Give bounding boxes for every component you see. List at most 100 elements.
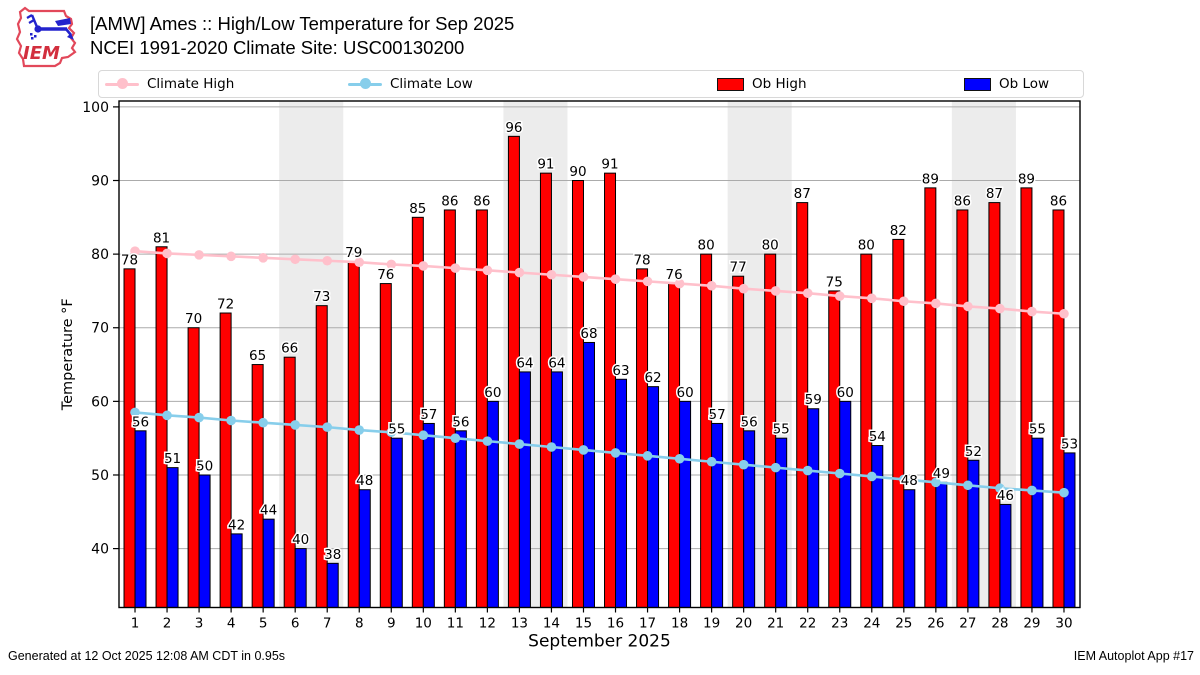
plot-frame [118,100,1081,609]
legend-item-climate-low: Climate Low [348,71,473,97]
weather-vane-icon [26,14,74,40]
ob-high-value-label: 82 [890,223,907,239]
x-tick-label: 10 [415,616,432,632]
climate-low-marker [866,471,877,482]
ob-low-value-label: 55 [773,422,790,438]
climate-high-marker [674,278,685,289]
climate-high-marker [834,291,845,301]
ob-low-bar [550,371,563,608]
ob-high-bar [1020,187,1033,608]
ob-low-value-label: 64 [548,355,565,371]
climate-high-marker [290,254,300,265]
ob-low-value-label: 40 [292,532,309,548]
climate-low-marker [963,480,973,491]
ob-high-value-label: 87 [794,186,811,202]
x-tick-label: 23 [831,616,848,632]
ob-high-bar [219,312,232,608]
ob-low-bar [582,341,595,608]
ob-low-bar [294,548,307,609]
x-tick-label: 15 [575,616,592,632]
ob-high-swatch-icon [717,77,744,91]
ob-low-value-label: 55 [388,422,405,438]
ob-high-value-label: 86 [441,193,458,209]
climate-high-marker [963,301,973,312]
ob-high-bar [924,187,937,608]
climate-high-swatch-icon [105,71,139,97]
ob-high-value-label: 91 [537,157,554,173]
ob-high-value-label: 96 [505,120,522,136]
y-tick-label: 70 [91,321,109,337]
legend-item-ob-high: Ob High [717,71,807,97]
ob-low-value-label: 51 [164,451,181,467]
ob-low-value-label: 42 [228,517,245,533]
climate-low-marker [546,442,557,452]
ob-high-value-label: 85 [409,201,426,217]
ob-high-value-label: 86 [954,193,971,209]
ob-high-bar [1052,209,1065,608]
ob-high-bar [700,253,713,609]
climate-low-marker [130,407,140,418]
ob-low-bar [999,503,1012,608]
climate-high-marker [546,269,557,280]
ob-low-value-label: 68 [580,326,597,342]
climate-high-marker [130,246,140,256]
ob-high-value-label: 78 [633,252,650,268]
ob-low-bar [871,445,884,608]
x-tick-label: 26 [927,616,944,632]
ob-low-value-label: 50 [196,458,213,474]
climate-low-marker [226,415,236,426]
ob-low-bar [486,400,499,608]
climate-high-marker [802,288,813,298]
x-tick-label: 16 [607,616,624,632]
y-tick-label: 40 [91,542,109,558]
climate-high-marker [322,255,333,266]
climate-high-marker [995,303,1005,314]
y-tick-label: 50 [91,468,109,484]
page-subtitle: NCEI 1991-2020 Climate Site: USC00130200 [90,37,465,58]
climate-low-marker [290,420,300,430]
ob-high-value-label: 86 [1050,193,1067,209]
y-tick-label: 80 [91,247,109,263]
ob-high-value-label: 86 [473,193,490,209]
ob-low-value-label: 60 [484,385,501,401]
x-tick-label: 17 [639,616,656,632]
ob-high-bar [892,238,905,608]
ob-low-value-label: 62 [644,370,661,386]
x-tick-label: 30 [1055,616,1072,632]
y-tick-label: 100 [82,100,109,116]
x-tick-label: 28 [991,616,1008,632]
ob-low-bar [198,474,211,609]
x-tick-label: 21 [767,616,784,632]
legend-item-ob-low: Ob Low [964,71,1049,97]
ob-high-bar [988,202,1001,608]
climate-high-marker [514,267,525,278]
climate-low-marker [354,425,365,435]
ob-high-value-label: 80 [698,238,715,254]
ob-high-value-label: 78 [121,252,138,268]
climate-low-marker [578,445,589,455]
iem-logo: IEM [15,6,77,68]
ob-low-value-label: 59 [805,392,822,408]
x-tick-label: 4 [227,616,236,632]
climate-low-marker [706,456,717,467]
ob-high-value-label: 81 [153,230,170,246]
legend-label: Ob High [752,76,807,92]
ob-low-value-label: 44 [260,503,277,519]
ob-high-bar [379,283,392,608]
climate-high-marker [1027,306,1037,317]
ob-high-value-label: 65 [249,348,266,364]
climate-low-marker [770,462,781,473]
x-tick-label: 14 [543,616,560,632]
ob-high-value-label: 87 [986,186,1003,202]
ob-low-value-label: 57 [420,407,437,423]
ob-low-value-label: 56 [132,414,149,430]
x-tick-label: 7 [323,616,332,632]
x-tick-label: 29 [1023,616,1040,632]
x-tick-label: 6 [291,616,300,632]
ob-low-bar [807,408,820,609]
ob-low-bar [518,371,531,608]
ob-low-bar [166,467,179,608]
climate-high-marker [610,274,621,284]
